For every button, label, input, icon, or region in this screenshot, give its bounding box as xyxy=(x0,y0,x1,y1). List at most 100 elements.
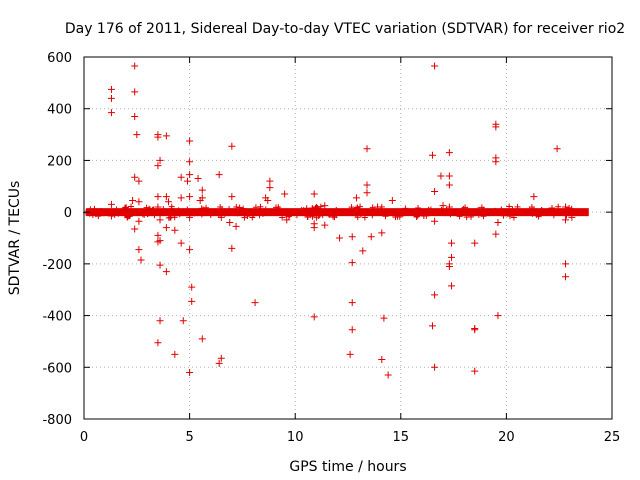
band-point xyxy=(415,209,422,216)
band-point xyxy=(509,206,516,213)
band-point xyxy=(414,213,421,220)
band-point xyxy=(335,209,342,216)
band-point xyxy=(415,204,422,211)
band-point xyxy=(244,213,251,220)
data-point xyxy=(264,197,272,205)
data-point xyxy=(530,193,538,201)
band-point xyxy=(413,213,420,220)
band-point xyxy=(529,210,536,217)
data-point xyxy=(154,162,162,170)
band-point xyxy=(475,206,482,213)
band-point xyxy=(462,204,469,211)
x-tick-label: 20 xyxy=(498,430,515,445)
scatter-points-layer xyxy=(107,62,576,379)
data-point xyxy=(226,218,234,226)
data-point xyxy=(348,299,356,307)
band-point xyxy=(282,211,289,218)
y-tick-label: 200 xyxy=(47,154,72,169)
band-point xyxy=(305,208,312,215)
band-point xyxy=(262,206,269,213)
band-point xyxy=(528,204,535,211)
band-point xyxy=(361,214,368,221)
data-point xyxy=(135,198,143,206)
data-point xyxy=(363,181,371,189)
data-point xyxy=(131,62,139,70)
data-point xyxy=(388,197,396,205)
data-point xyxy=(154,133,162,141)
data-point xyxy=(359,247,367,255)
x-tick-label: 15 xyxy=(393,430,410,445)
band-point xyxy=(354,214,361,221)
band-point xyxy=(535,213,542,220)
data-point xyxy=(568,213,576,221)
data-point xyxy=(137,256,145,264)
data-point xyxy=(107,94,115,102)
data-point xyxy=(492,158,500,166)
band-point xyxy=(128,210,135,217)
data-point xyxy=(431,363,439,371)
band-point xyxy=(157,211,164,218)
data-point xyxy=(131,173,139,181)
band-point xyxy=(550,212,557,219)
data-point xyxy=(378,229,386,237)
x-tick-label: 25 xyxy=(604,430,621,445)
band-point xyxy=(392,209,399,216)
band-point xyxy=(519,210,526,217)
band-point xyxy=(124,213,131,220)
band-point xyxy=(91,205,98,212)
band-point xyxy=(498,206,505,213)
data-point xyxy=(186,213,194,221)
band-point xyxy=(371,208,378,215)
data-point xyxy=(494,218,502,226)
data-point xyxy=(179,317,187,325)
data-point xyxy=(445,172,453,180)
data-point xyxy=(162,193,170,201)
data-point xyxy=(374,203,382,211)
band-point xyxy=(256,207,263,214)
data-point xyxy=(154,238,162,246)
data-point xyxy=(363,145,371,153)
band-point xyxy=(423,212,430,219)
band-point xyxy=(234,210,241,217)
band-point xyxy=(92,211,99,218)
data-point xyxy=(471,326,479,334)
band-point xyxy=(317,203,324,210)
data-point xyxy=(348,326,356,334)
data-point xyxy=(183,177,191,185)
data-point xyxy=(310,313,318,321)
band-point xyxy=(145,210,152,217)
data-point xyxy=(154,231,162,239)
band-point xyxy=(510,214,517,221)
band-point xyxy=(259,210,266,217)
data-point xyxy=(266,177,274,185)
data-point xyxy=(471,367,479,375)
data-point xyxy=(107,109,115,117)
band-point xyxy=(222,208,229,215)
data-point xyxy=(215,171,223,179)
band-point xyxy=(314,204,321,211)
band-point xyxy=(362,208,369,215)
band-point xyxy=(332,208,339,215)
band-point xyxy=(97,209,104,216)
band-point xyxy=(249,214,256,221)
data-point xyxy=(553,145,561,153)
data-point xyxy=(321,202,329,210)
data-point xyxy=(162,224,170,232)
y-tick-label: -200 xyxy=(42,258,72,273)
band-point xyxy=(233,204,240,211)
band-point xyxy=(377,207,384,214)
band-point xyxy=(464,207,471,214)
data-point xyxy=(562,216,570,224)
data-point xyxy=(492,230,500,238)
band-point xyxy=(353,205,360,212)
band-point xyxy=(566,204,573,211)
band-point xyxy=(250,211,257,218)
band-point xyxy=(304,213,311,220)
data-point xyxy=(131,112,139,120)
data-point xyxy=(186,158,194,166)
data-point xyxy=(380,314,388,322)
data-point xyxy=(154,193,162,201)
data-point xyxy=(129,197,137,205)
band-point xyxy=(568,205,575,212)
band-point xyxy=(143,204,150,211)
